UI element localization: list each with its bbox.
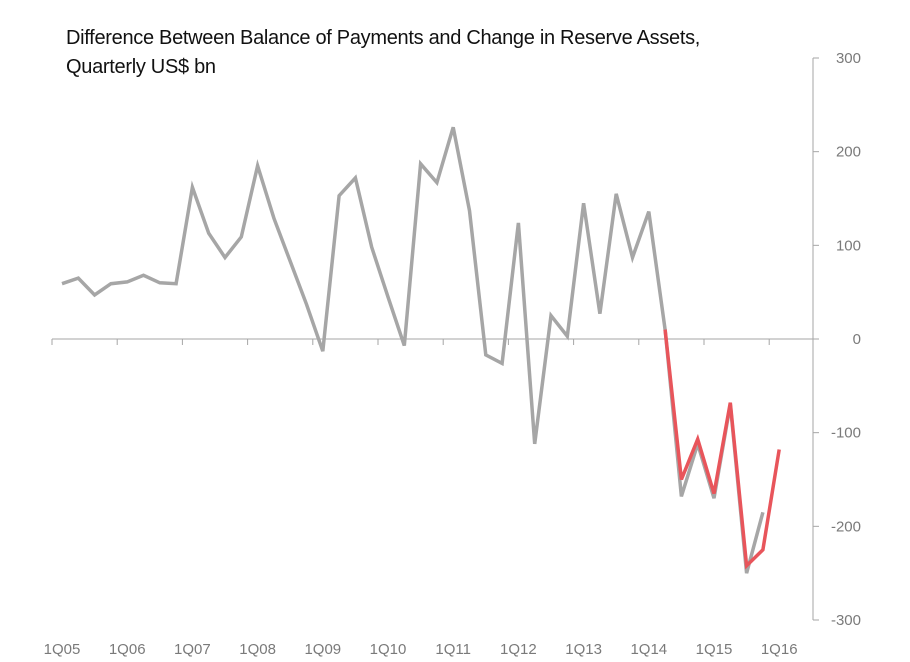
x-tick-label: 1Q16: [761, 641, 798, 658]
chart-title-line-2: Quarterly US$ bn: [66, 56, 216, 78]
series-line-1: [61, 126, 765, 574]
x-tick-label: 1Q09: [304, 641, 341, 658]
y-tick-label: -300: [831, 612, 861, 629]
series-line-2: [663, 329, 781, 570]
x-tick-label: 1Q11: [435, 641, 471, 658]
x-tick-label: 1Q13: [565, 641, 602, 658]
x-tick-label: 1Q05: [44, 641, 81, 658]
y-tick-label: -100: [831, 425, 861, 442]
y-tick-label: 0: [853, 331, 861, 348]
x-tick-label: 1Q15: [696, 641, 733, 658]
chart-title-line-1: Difference Between Balance of Payments a…: [66, 27, 701, 49]
axes: [51, 57, 819, 621]
y-tick-label: -200: [831, 518, 861, 535]
x-tick-label: 1Q08: [239, 641, 276, 658]
x-tick-label: 1Q06: [109, 641, 146, 658]
y-tick-label: 300: [836, 50, 861, 67]
x-tick-label: 1Q12: [500, 641, 537, 658]
x-tick-label: 1Q14: [630, 641, 667, 658]
series-layer: [61, 126, 781, 574]
x-tick-label: 1Q10: [370, 641, 407, 658]
x-tick-label: 1Q07: [174, 641, 211, 658]
chart-title: Difference Between Balance of Payments a…: [66, 24, 806, 82]
y-tick-label: 200: [836, 144, 861, 161]
tick-labels: 300 200 100 0 -100 -200 -300 1Q05 1Q06 1Q07 1Q08 1Q…: [44, 50, 861, 658]
y-tick-label: 100: [836, 237, 861, 254]
